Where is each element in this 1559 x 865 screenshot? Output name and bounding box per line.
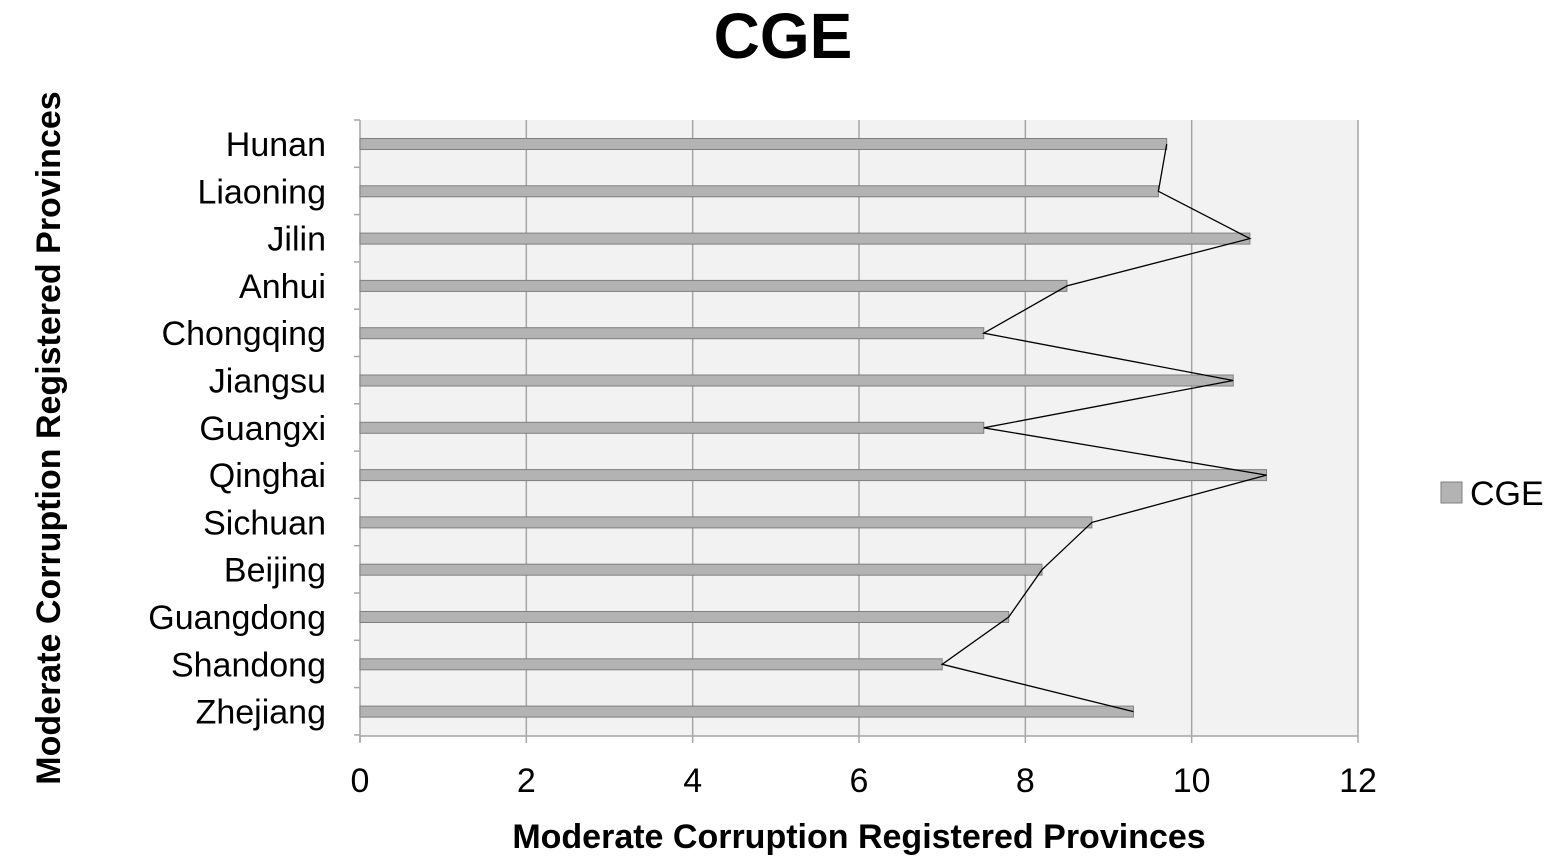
series-connector-line: [940, 143, 1267, 713]
y-tick-label: Chongqing: [162, 315, 326, 353]
y-tick-label: Jiangsu: [209, 363, 326, 401]
y-axis-title: Moderate Corruption Registered Provinces: [30, 91, 68, 784]
y-tick-label: Guangxi: [199, 410, 326, 448]
y-tick-label: Beijing: [224, 552, 326, 590]
y-tick-label: Zhejiang: [196, 694, 326, 732]
y-tick-label: Sichuan: [203, 504, 326, 542]
y-tick-label: Jilin: [267, 221, 326, 259]
legend-swatch: [1440, 481, 1463, 504]
y-tick-label: Hunan: [226, 126, 326, 164]
legend: CGE: [1440, 475, 1544, 513]
x-tick-label: 8: [1016, 762, 1035, 800]
bar: [359, 658, 943, 671]
y-tick-label: Guangdong: [148, 599, 326, 637]
bar: [359, 185, 1159, 198]
x-axis-title: Moderate Corruption Registered Provinces: [512, 818, 1205, 856]
chart-title: CGE: [714, 0, 853, 72]
bar: [359, 469, 1268, 482]
y-tick-labels: Hunan Liaoning Jilin Anhui Chongqing Jiangsu G…: [148, 126, 326, 732]
x-tick-label: 6: [850, 762, 869, 800]
bar: [359, 563, 1043, 576]
bar: [359, 705, 1134, 718]
y-tick-label: Anhui: [239, 268, 326, 306]
bar: [359, 327, 985, 340]
bar: [359, 138, 1168, 150]
bar: [359, 279, 1068, 292]
x-tick-label: 12: [1339, 762, 1377, 800]
x-tick-labels: 0 2 4 6 8 10 12: [351, 762, 1377, 800]
bar: [359, 232, 1251, 245]
y-tick-label: Shandong: [171, 646, 326, 684]
legend-label: CGE: [1470, 475, 1544, 513]
x-tick-label: 0: [351, 762, 370, 800]
bar: [359, 516, 1093, 529]
x-tick-label: 2: [517, 762, 536, 800]
bar: [359, 421, 985, 434]
y-tick-label: Liaoning: [197, 173, 326, 211]
y-tick-label: Qinghai: [209, 457, 326, 495]
x-tick-label: 4: [683, 762, 702, 800]
x-tick-label: 10: [1173, 762, 1211, 800]
bar: [359, 611, 1010, 623]
bar: [359, 374, 1234, 387]
